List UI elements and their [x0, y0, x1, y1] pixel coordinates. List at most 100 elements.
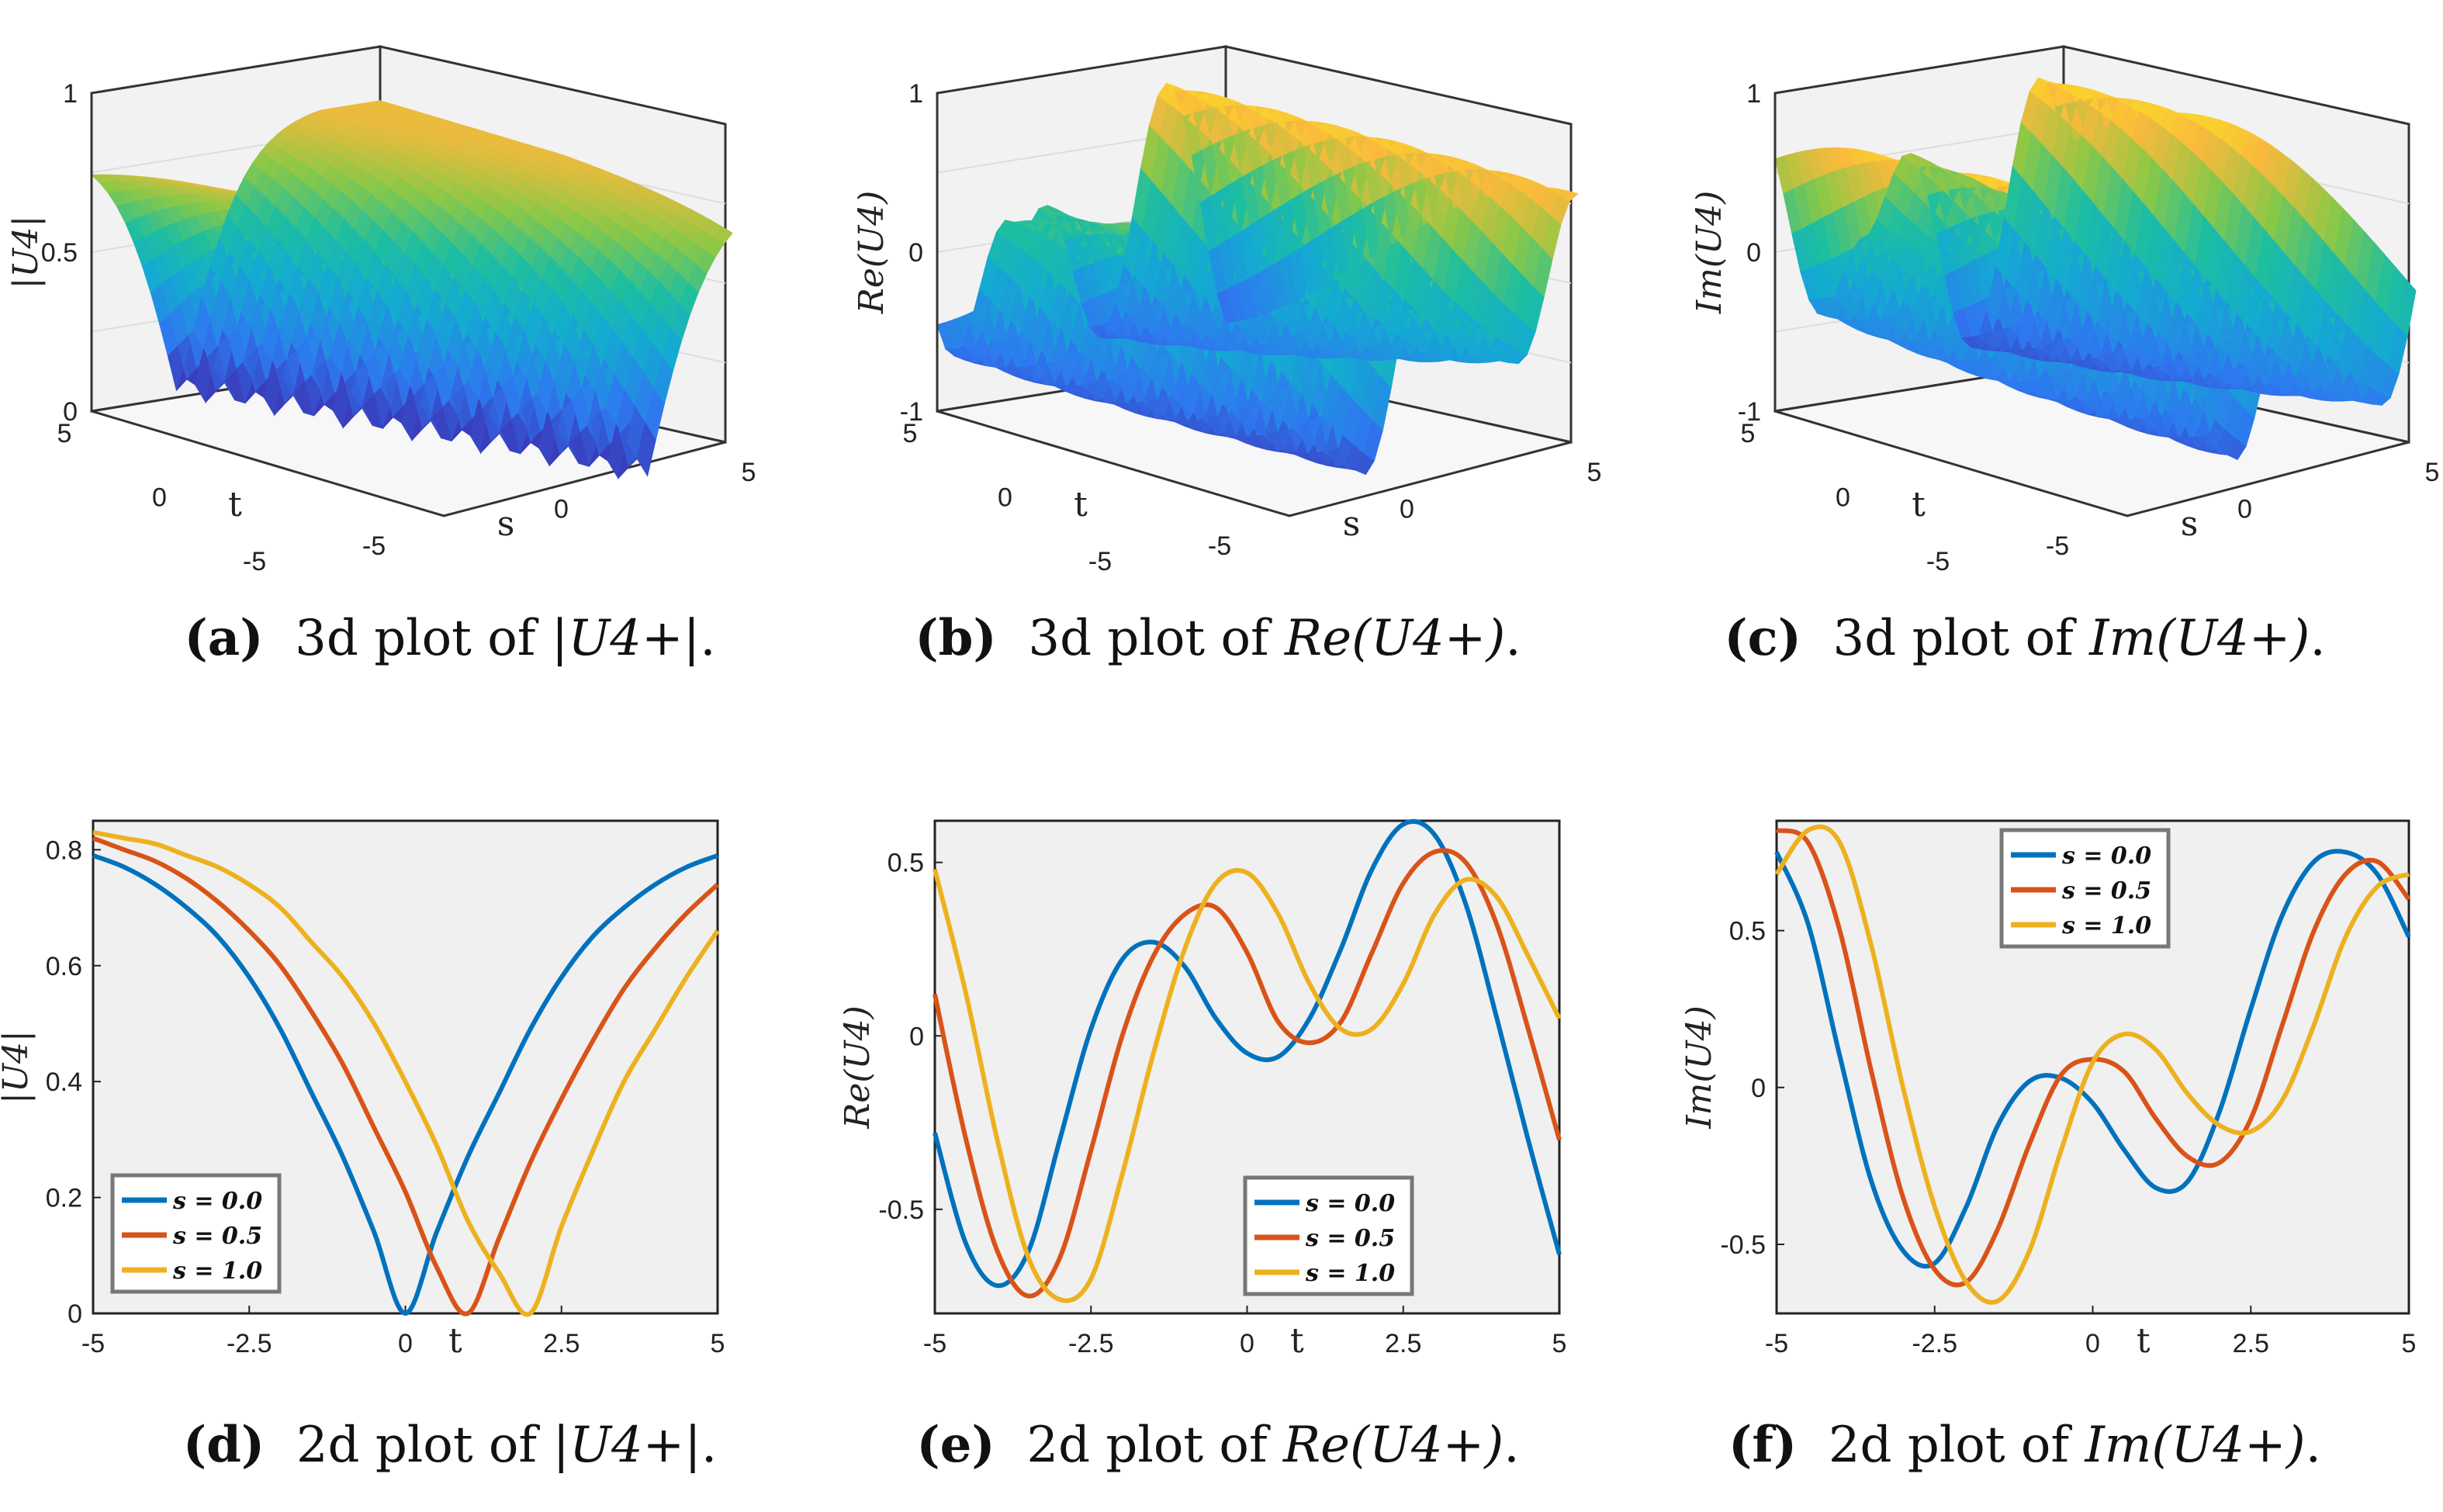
z-axis-label: |U4|: [6, 216, 46, 289]
caption-a-letter: (a): [184, 609, 264, 667]
caption-c-text: 3d plot of: [1832, 610, 2090, 667]
surface-cell: [712, 226, 733, 245]
x-axis-label: t: [1290, 1321, 1304, 1361]
t-tick-label: 5: [903, 419, 918, 448]
caption-a-end: .: [700, 610, 716, 667]
line-plot-d: -5 -2.5 0 2.5 500.20.40.60.8t|U4|s = 0.0s = …: [0, 819, 725, 1361]
t-axis-label: t: [1074, 485, 1088, 524]
x-tick-label: -2.5: [227, 1329, 272, 1358]
t-tick-label: 0: [1836, 483, 1850, 513]
s-tick-label: 0: [1400, 495, 1414, 524]
s-tick-label: 0: [554, 495, 569, 524]
z-tick-label: 0: [1746, 238, 1761, 268]
y-tick-label: 0.6: [46, 952, 82, 981]
s-tick-label: -5: [1208, 531, 1231, 561]
caption-d-letter: (d): [182, 1416, 265, 1474]
s-tick-label: -5: [362, 531, 386, 561]
caption-f-text: 2d plot of: [1828, 1417, 2085, 1474]
t-axis-label: t: [1912, 485, 1926, 524]
caption-d: (d) 2d plot of |U4+|.: [43, 1416, 857, 1474]
caption-a-math: |U4+|: [551, 610, 701, 667]
z-tick-label: 0.5: [41, 238, 78, 268]
caption-a-text: 3d plot of: [295, 610, 552, 667]
legend-label: s = 0.0: [2061, 842, 2151, 870]
z-tick-label: 1: [1746, 79, 1761, 109]
caption-e-letter: (e): [916, 1416, 995, 1474]
z-tick-label: 0: [908, 238, 923, 268]
line-plot-f: -5 -2.5 0 2.5 5 -0.5 0 0.5 t Im(U4) s = 0.0 s = 0.5…: [1680, 819, 2417, 1361]
x-tick-label: 2.5: [1385, 1329, 1421, 1358]
legend-label: s = 1.0: [1305, 1260, 1395, 1287]
x-tick-label: -5: [923, 1329, 946, 1358]
caption-c-end: .: [2310, 610, 2326, 667]
series-line-0: [933, 818, 1562, 1289]
caption-b-math: Re(U4+): [1285, 610, 1506, 667]
surface-cell: [1558, 190, 1580, 202]
y-axis-label: Re(U4): [838, 1005, 877, 1130]
t-axis-label: t: [228, 485, 242, 524]
series-line-1: [933, 848, 1562, 1299]
caption-e-math: Re(U4+): [1282, 1417, 1504, 1474]
caption-e-end: .: [1504, 1417, 1520, 1474]
y-tick-label: 0.8: [46, 836, 82, 865]
legend-label: s = 0.0: [1305, 1190, 1395, 1217]
series-line-1: [92, 836, 720, 1317]
legend: s = 0.0 s = 0.5 s = 1.0: [1999, 828, 2171, 949]
y-tick-label: 0: [1751, 1074, 1766, 1103]
t-tick-label: 5: [1741, 419, 1756, 448]
x-tick-label: 2.5: [543, 1329, 580, 1358]
legend-label: s = 0.0: [172, 1188, 262, 1215]
s-tick-label: -5: [2046, 531, 2069, 561]
x-tick-label: 5: [2402, 1329, 2417, 1358]
legend-label: s = 0.5: [2061, 877, 2151, 905]
y-tick-label: 0: [67, 1299, 82, 1329]
s-tick-label: 5: [742, 458, 756, 487]
x-tick-label: 2.5: [2233, 1329, 2269, 1358]
y-tick-label: -0.5: [1720, 1230, 1766, 1260]
t-tick-label: 0: [998, 483, 1012, 513]
caption-a: (a) 3d plot of |U4+|.: [43, 609, 857, 667]
x-tick-label: 5: [1552, 1329, 1567, 1358]
t-tick-label: -5: [243, 547, 266, 576]
caption-b: (b) 3d plot of Re(U4+).: [811, 609, 1625, 667]
series-line-2: [933, 868, 1562, 1303]
x-tick-label: -5: [1765, 1329, 1788, 1358]
t-tick-label: -5: [1088, 547, 1112, 576]
y-tick-label: 0: [909, 1022, 924, 1051]
caption-d-math: |U4+|: [552, 1417, 701, 1474]
legend-label: s = 0.5: [1305, 1225, 1395, 1252]
caption-f-end: .: [2305, 1417, 2321, 1474]
legend-label: s = 1.0: [172, 1258, 262, 1285]
caption-d-end: .: [701, 1417, 718, 1474]
caption-c-math: Im(U4+): [2089, 610, 2310, 667]
z-tick-label: -1: [900, 397, 923, 427]
y-tick-label: 0.5: [1729, 917, 1766, 946]
x-tick-label: 0: [398, 1329, 413, 1358]
x-axis-label: t: [448, 1321, 462, 1361]
caption-e: (e) 2d plot of Re(U4+).: [811, 1416, 1625, 1474]
t-tick-label: 5: [57, 419, 72, 448]
s-tick-label: 5: [2425, 458, 2440, 487]
legend-label: s = 1.0: [2061, 912, 2151, 939]
y-axis-label: |U4|: [0, 1030, 36, 1104]
t-tick-label: -5: [1926, 547, 1950, 576]
legend: s = 0.0 s = 0.5 s = 1.0: [1243, 1175, 1414, 1296]
series-line-0: [1774, 849, 2411, 1269]
x-tick-label: 5: [711, 1329, 725, 1358]
y-tick-label: -0.5: [878, 1195, 924, 1225]
y-axis-label: Im(U4): [1680, 1005, 1719, 1130]
x-tick-label: -2.5: [1068, 1329, 1114, 1358]
z-tick-label: 1: [63, 79, 78, 109]
z-tick-label: 1: [908, 79, 923, 109]
x-tick-label: -2.5: [1912, 1329, 1957, 1358]
caption-f-letter: (f): [1728, 1416, 1798, 1474]
z-axis-label: Re(U4): [852, 191, 891, 315]
s-tick-label: 5: [1587, 458, 1602, 487]
y-tick-label: 0.2: [46, 1184, 82, 1213]
z-axis-label: Im(U4): [1690, 191, 1729, 315]
caption-e-text: 2d plot of: [1026, 1417, 1283, 1474]
series-line-1: [1775, 828, 2411, 1288]
